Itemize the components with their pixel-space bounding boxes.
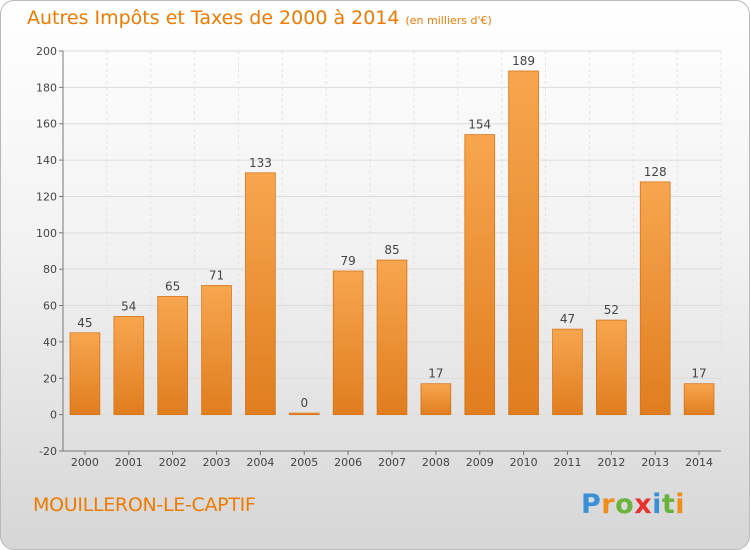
bar-2000	[69, 332, 101, 416]
bar-2006	[332, 270, 364, 416]
chart-title: Autres Impôts et Taxes de 2000 à 2014 (en…	[27, 7, 492, 29]
unit-label: (en milliers d'€)	[405, 14, 492, 27]
title-text: Autres Impôts et Taxes de 2000 à 2014	[27, 7, 400, 29]
value-label: 128	[644, 165, 667, 179]
y-tick-label: -20	[39, 445, 57, 458]
value-label: 17	[428, 367, 443, 381]
x-tick-label: 2008	[422, 456, 450, 469]
y-tick-label: 80	[43, 263, 57, 276]
bar-2002	[157, 296, 188, 416]
x-tick-label: 2000	[71, 456, 99, 469]
x-tick-label: 2013	[641, 456, 669, 469]
bar-2008	[420, 383, 452, 416]
x-tick-label: 2005	[290, 456, 318, 469]
logo-letter: P	[581, 489, 602, 520]
y-tick-label: 120	[36, 190, 57, 203]
logo-letter: x	[634, 489, 653, 520]
x-tick-label: 2009	[466, 456, 494, 469]
y-tick-label: 40	[43, 336, 57, 349]
value-label: 71	[209, 269, 224, 283]
y-tick-label: 140	[36, 154, 57, 167]
bar-2004	[245, 172, 276, 416]
y-tick-label: 20	[43, 372, 57, 385]
value-label: 17	[691, 367, 706, 381]
bar-2011	[552, 328, 583, 416]
bar-2013	[639, 181, 671, 416]
bar-2001	[113, 316, 145, 416]
bar-2012	[596, 319, 627, 416]
logo-letter: o	[615, 489, 635, 520]
proxiti-logo: Proxiti	[581, 489, 685, 520]
bar-2010	[508, 70, 539, 416]
logo-letter: i	[675, 489, 686, 520]
bar-2003	[201, 285, 232, 416]
x-tick-label: 2002	[159, 456, 187, 469]
x-tick-label: 2006	[334, 456, 362, 469]
value-label: 65	[165, 279, 180, 293]
y-tick-label: 100	[36, 227, 57, 240]
x-tick-label: 2011	[553, 456, 581, 469]
logo-letter: i	[652, 489, 662, 520]
y-tick-label: 160	[36, 118, 57, 131]
bar-2007	[376, 259, 408, 416]
logo-letter: t	[661, 489, 676, 520]
bars	[69, 70, 715, 416]
value-label: 85	[384, 243, 399, 257]
x-tick-label: 2003	[203, 456, 231, 469]
y-tick-label: 180	[36, 81, 57, 94]
value-label: 52	[604, 303, 619, 317]
value-label: 133	[249, 156, 272, 170]
y-tick-label: 0	[50, 409, 57, 422]
value-label: 154	[468, 118, 491, 132]
bar-2009	[464, 134, 496, 416]
tick-labels: -20 0 20 40 60 80 100 120 140 160 180 200 2000 2001 20…	[36, 45, 713, 469]
value-labels: 45 54 65 71 133 0 79 85 17 154 189 47 52 128 17	[77, 54, 706, 410]
x-tick-label: 2014	[685, 456, 713, 469]
city-name: MOUILLERON-LE-CAPTIF	[33, 494, 256, 516]
y-tick-label: 200	[36, 45, 57, 58]
x-tick-label: 2007	[378, 456, 406, 469]
value-label: 54	[121, 299, 136, 313]
x-tick-label: 2001	[115, 456, 143, 469]
logo-letter: r	[601, 489, 616, 520]
value-label: 0	[300, 396, 308, 410]
y-tick-label: 60	[43, 300, 57, 313]
x-tick-label: 2010	[510, 456, 538, 469]
value-label: 45	[77, 316, 92, 330]
value-label: 79	[340, 254, 355, 268]
bar-2005	[288, 412, 320, 416]
value-label: 189	[512, 54, 535, 68]
x-tick-label: 2004	[246, 456, 274, 469]
axes	[59, 50, 721, 455]
bar-2014	[683, 383, 715, 416]
x-tick-label: 2012	[597, 456, 625, 469]
value-label: 47	[560, 312, 575, 326]
